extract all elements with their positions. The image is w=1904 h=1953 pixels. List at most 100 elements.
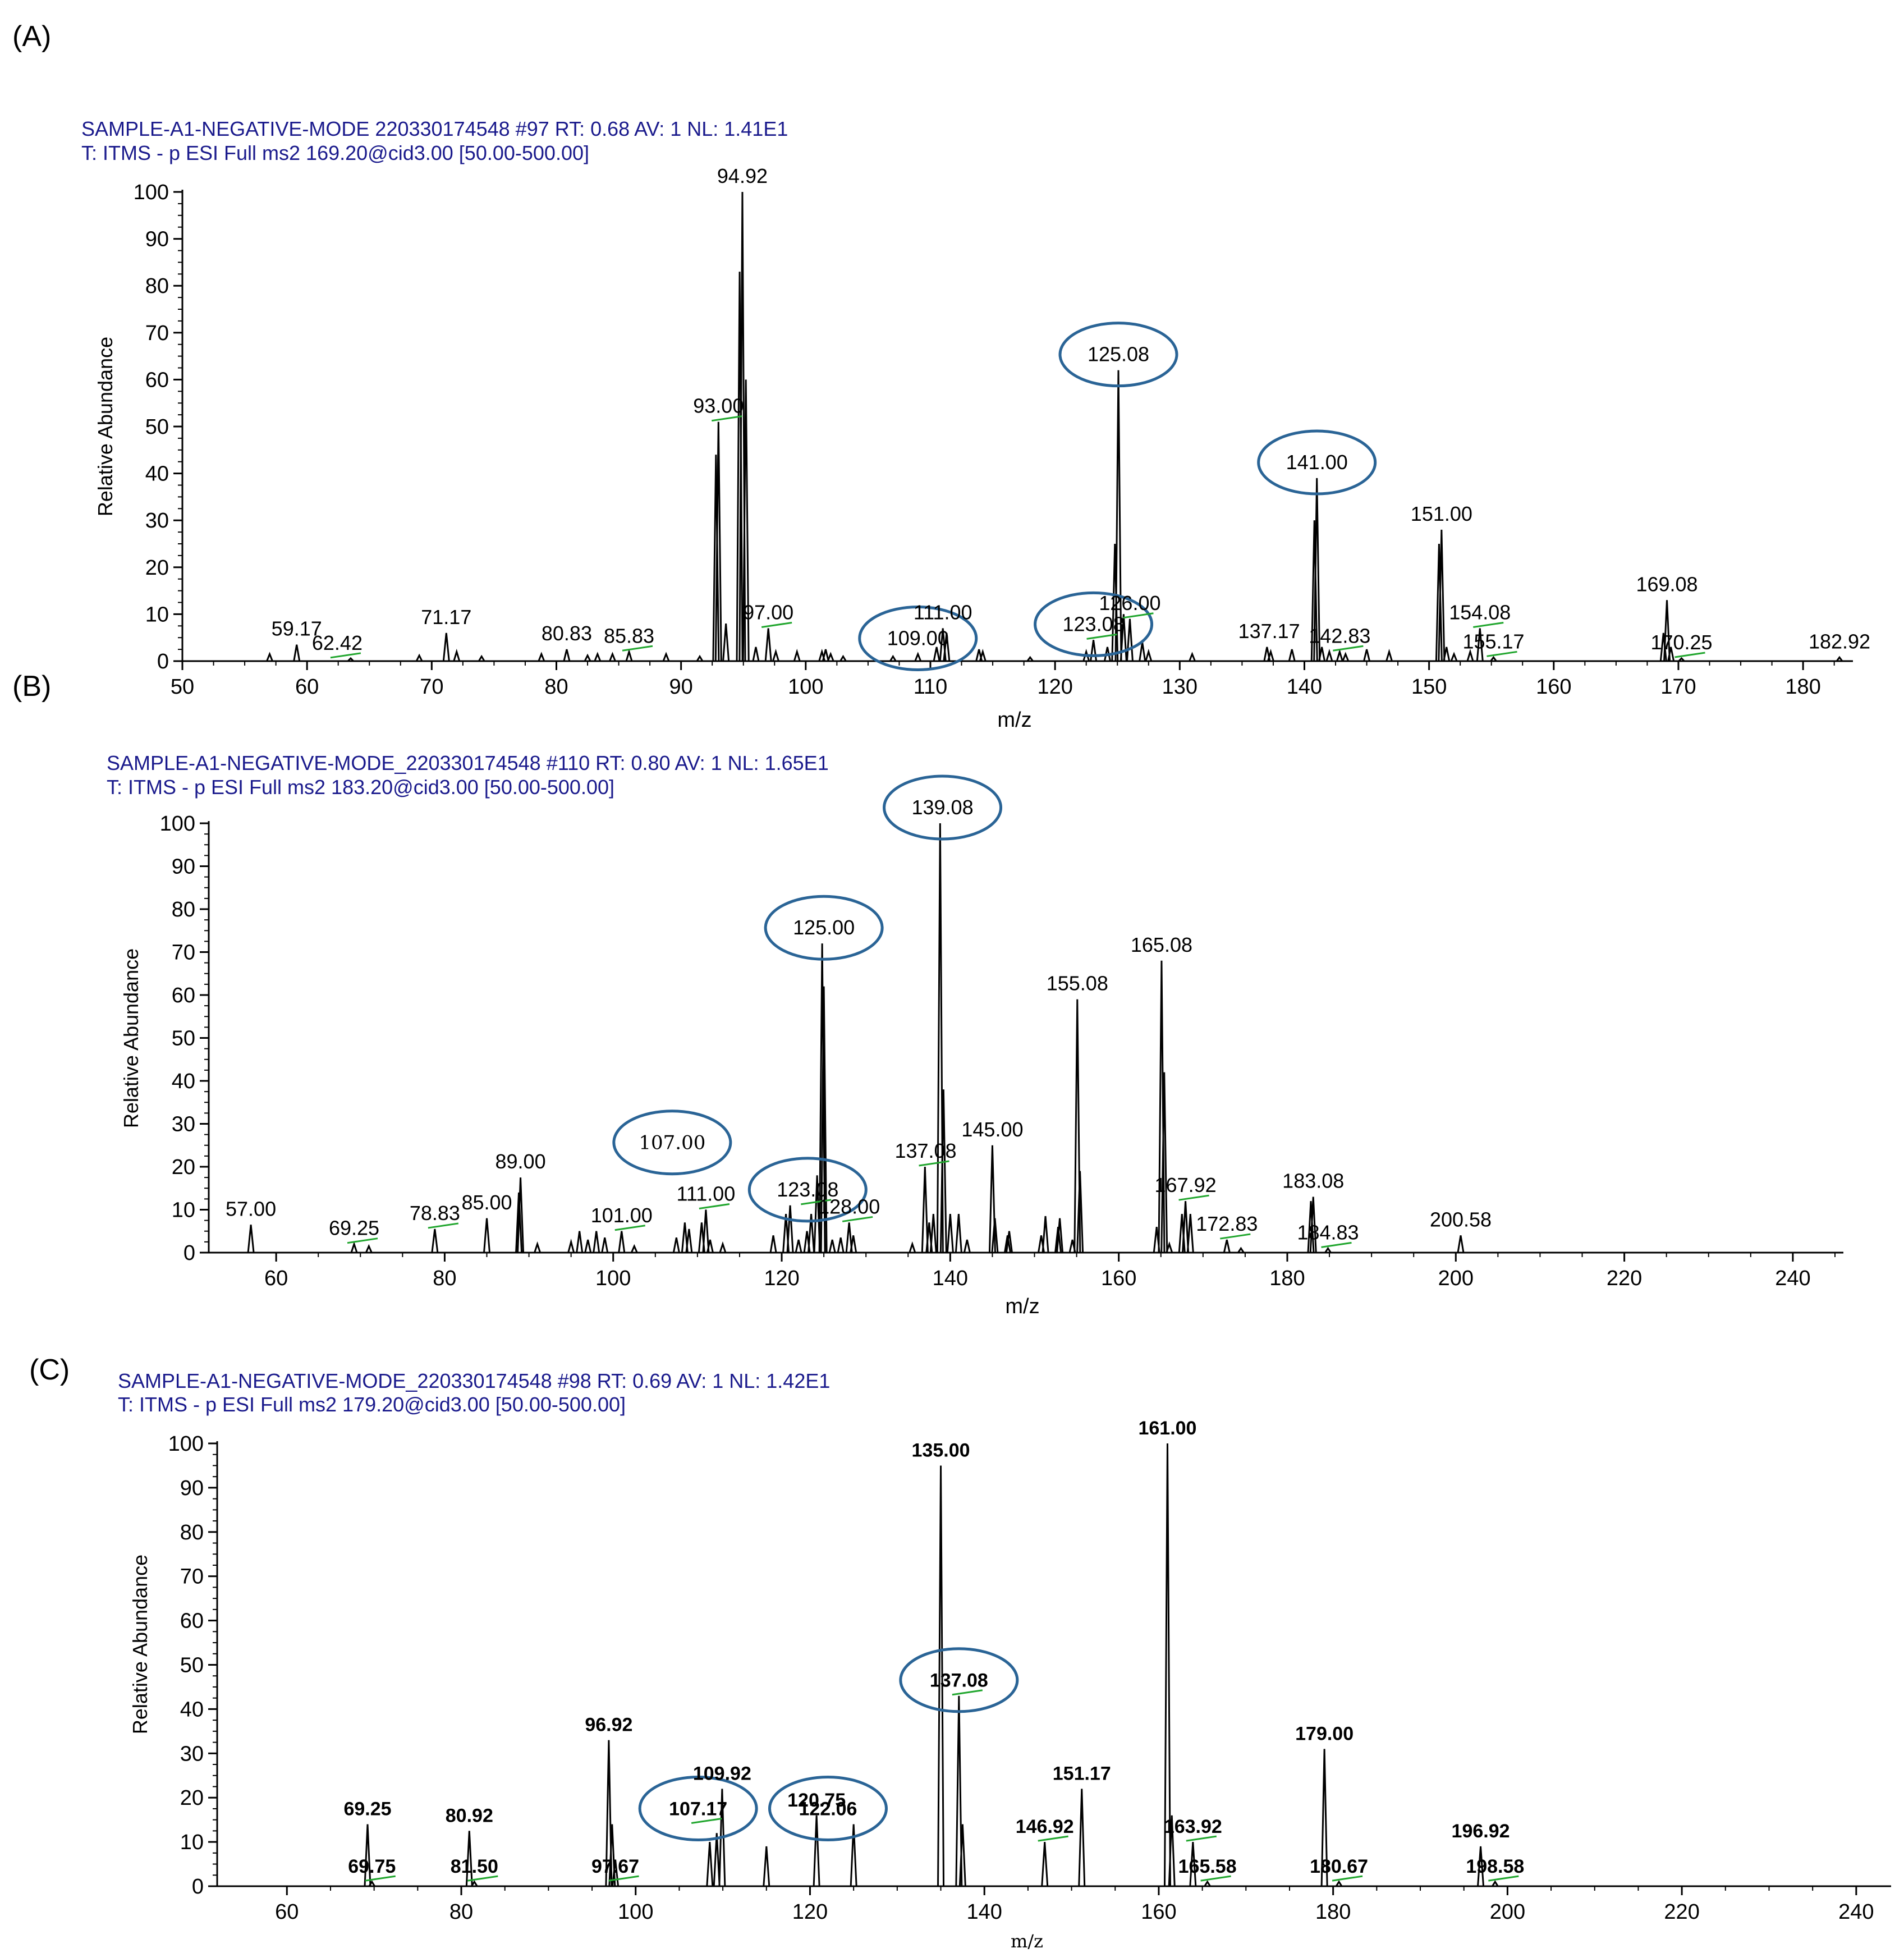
panel-a-label-flag xyxy=(330,652,361,659)
panel-b-peak-label: 101.00 xyxy=(591,1204,653,1227)
panel-a-peak xyxy=(889,654,897,662)
panel-a-peak xyxy=(822,649,829,662)
panel-a-peak xyxy=(563,649,571,662)
panel-c-peak-label: 107.17 xyxy=(669,1799,727,1820)
panel-b-y-tick-label: 0 xyxy=(183,1241,195,1265)
panel-a-peak xyxy=(933,647,940,662)
panel-c-peak-label: 161.00 xyxy=(1138,1418,1196,1439)
panel-c-highlight-circle xyxy=(899,1647,1019,1713)
panel-c-peak-label: 96.92 xyxy=(585,1714,632,1736)
panel-b-header-line2: T: ITMS - p ESI Full ms2 183.20@cid3.00 … xyxy=(107,776,614,799)
panel-a-peak xyxy=(1667,647,1675,662)
panel-a-peak xyxy=(696,654,704,662)
panel-a-y-tick-label: 60 xyxy=(145,368,169,392)
panel-a-y-tick-label: 80 xyxy=(145,274,169,298)
panel-c-peak xyxy=(713,1833,721,1887)
panel-b-peak xyxy=(845,1222,853,1253)
panel-b-label-flag xyxy=(699,1203,730,1209)
panel-b-y-tick-label: 60 xyxy=(172,984,195,1007)
panel-b-peak xyxy=(1073,999,1081,1253)
panel-a-peak-label: 111.00 xyxy=(914,600,972,624)
panel-c-label-flag xyxy=(691,1818,722,1824)
panel-c-label-flag xyxy=(1332,1875,1363,1882)
panel-a-highlight-circle xyxy=(1034,591,1154,657)
panel-b-x-tick-label: 240 xyxy=(1775,1267,1810,1290)
panel-a-peak xyxy=(453,649,461,662)
panel-a-peak-label: 141.00 xyxy=(1286,451,1348,474)
panel-b-peak-label: 107.00 xyxy=(639,1132,705,1154)
panel-c-x-tick-label: 60 xyxy=(275,1900,299,1924)
panel-a-peak xyxy=(914,652,922,662)
panel-a-x-tick-label: 120 xyxy=(1037,675,1072,699)
panel-b-peak xyxy=(1042,1216,1049,1253)
panel-a-y-tick-label: 30 xyxy=(145,509,169,533)
panel-b-x-tick-label: 200 xyxy=(1438,1267,1474,1290)
panel-c-peak-label: 165.58 xyxy=(1178,1856,1237,1877)
panel-a-label-flag xyxy=(1487,650,1517,657)
panel-b-peak-label: 167.92 xyxy=(1155,1173,1217,1196)
panel-b-peak xyxy=(1223,1239,1231,1253)
panel-b-peak xyxy=(929,1214,937,1253)
panel-b-peak-label: 128.00 xyxy=(818,1195,880,1218)
panel-c-x-tick-label: 220 xyxy=(1664,1900,1699,1924)
panel-c-peak xyxy=(1078,1789,1086,1887)
panel-c-header-line1: SAMPLE-A1-NEGATIVE-MODE_220330174548 #98… xyxy=(118,1369,830,1392)
panel-c-peak-label: 198.58 xyxy=(1466,1856,1524,1877)
panel-b-peak-label: 89.00 xyxy=(496,1150,546,1173)
panel-c-label: (C) xyxy=(29,1354,70,1386)
panel-a-peak xyxy=(415,653,423,662)
panel-b-y-tick-label: 100 xyxy=(160,812,195,836)
panel-a-peak-label: 137.17 xyxy=(1238,620,1300,643)
panel-c-x-tick-label: 180 xyxy=(1315,1900,1351,1924)
panel-a-x-tick-label: 60 xyxy=(295,675,319,699)
panel-b-peak-label: 155.08 xyxy=(1047,972,1108,995)
panel-a-label-flag xyxy=(1333,645,1364,652)
panel-a-peak xyxy=(1435,543,1443,662)
panel-b-peak xyxy=(576,1231,584,1253)
panel-a-y-tick-label: 90 xyxy=(145,228,169,251)
panel-c-y-tick-label: 50 xyxy=(180,1654,204,1677)
panel-c-peak xyxy=(368,1880,376,1887)
panel-b: (B) SAMPLE-A1-NEGATIVE-MODE_220330174548… xyxy=(12,670,1843,1318)
panel-b-label-flag xyxy=(801,1199,832,1205)
panel-b-label-flag xyxy=(1321,1241,1352,1248)
panel-b-highlight-circle xyxy=(883,774,1003,841)
panel-b-peak-label: 165.08 xyxy=(1131,933,1192,956)
panel-a-peak xyxy=(839,654,847,662)
panel-c-highlight-circle xyxy=(638,1776,758,1842)
panel-c-peak xyxy=(958,1824,966,1887)
panel-b-peak-label: 78.83 xyxy=(410,1202,460,1225)
panel-b-plot: 0 10 20 30 40 50 60 70 80 90 100 60 80 100 120 140 160 18… xyxy=(160,774,1843,1290)
panel-a-peak xyxy=(752,647,760,662)
panel-c-peak xyxy=(1163,1443,1171,1887)
panel-b-peak xyxy=(808,1214,815,1253)
panel-a-peak xyxy=(266,652,273,662)
panel-a-x-tick-label: 180 xyxy=(1785,675,1820,699)
panel-a-peak xyxy=(742,379,750,662)
panel-a-peak xyxy=(1363,649,1371,662)
panel-a-peak xyxy=(1114,370,1122,662)
panel-c-peak xyxy=(1041,1842,1049,1887)
panel-a-peak xyxy=(1145,649,1153,662)
panel-c-y-tick-label: 80 xyxy=(180,1521,204,1544)
panel-c-peak xyxy=(1204,1880,1211,1887)
panel-a-peak-label: 94.92 xyxy=(717,164,768,187)
panel-b-peak-label: 125.00 xyxy=(793,916,855,939)
panel-b-peak xyxy=(1237,1246,1245,1253)
panel-c-peak xyxy=(471,1880,478,1887)
panel-a-peak xyxy=(1466,649,1474,662)
panel-b-highlight-circle xyxy=(747,1157,868,1223)
panel-b-peak xyxy=(939,1089,947,1253)
panel-a-peak xyxy=(714,421,722,662)
panel-b-peak xyxy=(1182,1201,1190,1253)
panel-a-peak xyxy=(1490,655,1497,662)
panel-a-peak xyxy=(1325,649,1333,662)
panel-a-peak xyxy=(1267,649,1274,662)
panel-a-peak xyxy=(793,649,801,662)
panel-a-peak xyxy=(1090,640,1098,662)
panel-c-plot: 0 10 20 30 40 50 60 70 80 90 100 60 80 100 120 140 160 18… xyxy=(168,1418,1891,1924)
panel-a-peak-label: 59.17 xyxy=(272,617,322,640)
panel-b-y-axis-label: Relative Abundance xyxy=(120,948,143,1128)
panel-b-peak xyxy=(988,1145,996,1253)
panel-b-peak xyxy=(515,1192,523,1253)
